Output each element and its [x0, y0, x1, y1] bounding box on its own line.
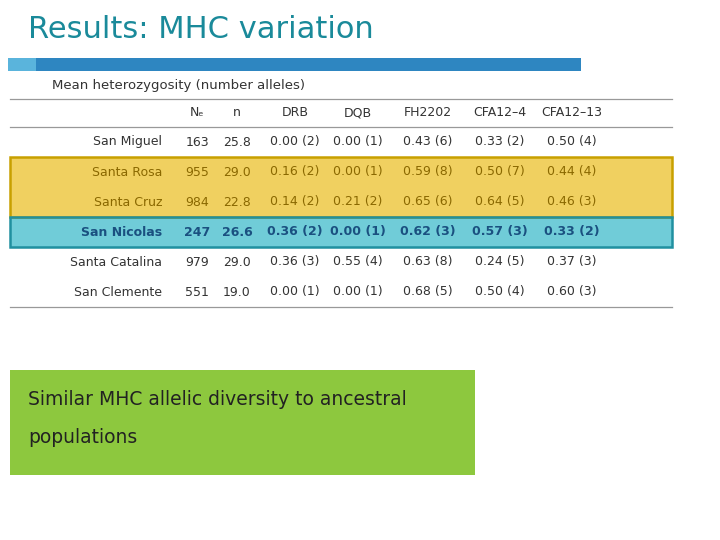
Text: 0.33 (2): 0.33 (2): [544, 226, 600, 239]
Text: Mean heterozygosity (number alleles): Mean heterozygosity (number alleles): [52, 78, 305, 91]
Text: 0.63 (8): 0.63 (8): [403, 255, 453, 268]
FancyBboxPatch shape: [10, 157, 672, 187]
Text: 22.8: 22.8: [223, 195, 251, 208]
Text: 29.0: 29.0: [223, 165, 251, 179]
Text: 979: 979: [185, 255, 209, 268]
Text: 19.0: 19.0: [223, 286, 251, 299]
Text: 0.36 (2): 0.36 (2): [267, 226, 323, 239]
Text: 0.59 (8): 0.59 (8): [403, 165, 453, 179]
Text: Results: MHC variation: Results: MHC variation: [28, 16, 374, 44]
Text: 163: 163: [185, 136, 209, 148]
Text: 0.46 (3): 0.46 (3): [547, 195, 597, 208]
FancyBboxPatch shape: [10, 217, 672, 247]
Text: DRB: DRB: [282, 106, 308, 119]
Text: 0.43 (6): 0.43 (6): [403, 136, 453, 148]
Text: 0.24 (5): 0.24 (5): [475, 255, 525, 268]
Text: 0.33 (2): 0.33 (2): [475, 136, 525, 148]
Text: 0.50 (4): 0.50 (4): [547, 136, 597, 148]
Text: CFA12–13: CFA12–13: [541, 106, 603, 119]
Text: 0.62 (3): 0.62 (3): [400, 226, 456, 239]
Text: 247: 247: [184, 226, 210, 239]
Text: 984: 984: [185, 195, 209, 208]
Text: 25.8: 25.8: [223, 136, 251, 148]
Text: 0.64 (5): 0.64 (5): [475, 195, 525, 208]
Text: 0.60 (3): 0.60 (3): [547, 286, 597, 299]
Text: 551: 551: [185, 286, 209, 299]
Text: 0.50 (4): 0.50 (4): [475, 286, 525, 299]
FancyBboxPatch shape: [36, 58, 581, 71]
Text: Santa Cruz: Santa Cruz: [94, 195, 162, 208]
Text: 0.21 (2): 0.21 (2): [333, 195, 383, 208]
Text: 0.68 (5): 0.68 (5): [403, 286, 453, 299]
Text: 0.57 (3): 0.57 (3): [472, 226, 528, 239]
Text: populations: populations: [28, 428, 138, 447]
Text: 0.00 (1): 0.00 (1): [330, 226, 386, 239]
Text: 0.65 (6): 0.65 (6): [403, 195, 453, 208]
Text: 0.00 (1): 0.00 (1): [333, 286, 383, 299]
Text: 0.00 (2): 0.00 (2): [270, 136, 320, 148]
Text: 0.36 (3): 0.36 (3): [270, 255, 320, 268]
Text: 29.0: 29.0: [223, 255, 251, 268]
Text: n: n: [233, 106, 241, 119]
Text: 0.00 (1): 0.00 (1): [270, 286, 320, 299]
FancyBboxPatch shape: [8, 58, 36, 71]
Text: 0.50 (7): 0.50 (7): [475, 165, 525, 179]
FancyBboxPatch shape: [10, 370, 475, 475]
Text: DQB: DQB: [344, 106, 372, 119]
Text: 0.55 (4): 0.55 (4): [333, 255, 383, 268]
Text: CFA12–4: CFA12–4: [474, 106, 526, 119]
Text: 0.00 (1): 0.00 (1): [333, 136, 383, 148]
Text: FH2202: FH2202: [404, 106, 452, 119]
Text: Santa Catalina: Santa Catalina: [70, 255, 162, 268]
Text: 0.16 (2): 0.16 (2): [270, 165, 320, 179]
Text: 0.37 (3): 0.37 (3): [547, 255, 597, 268]
Text: Similar MHC allelic diversity to ancestral: Similar MHC allelic diversity to ancestr…: [28, 390, 407, 409]
Text: 26.6: 26.6: [222, 226, 253, 239]
Text: 0.14 (2): 0.14 (2): [270, 195, 320, 208]
Text: 0.44 (4): 0.44 (4): [547, 165, 597, 179]
Text: Nₑ: Nₑ: [190, 106, 204, 119]
FancyBboxPatch shape: [10, 187, 672, 217]
Text: San Nicolas: San Nicolas: [81, 226, 162, 239]
Text: 955: 955: [185, 165, 209, 179]
Text: San Clemente: San Clemente: [74, 286, 162, 299]
Text: Santa Rosa: Santa Rosa: [91, 165, 162, 179]
Text: 0.00 (1): 0.00 (1): [333, 165, 383, 179]
Text: San Miguel: San Miguel: [93, 136, 162, 148]
